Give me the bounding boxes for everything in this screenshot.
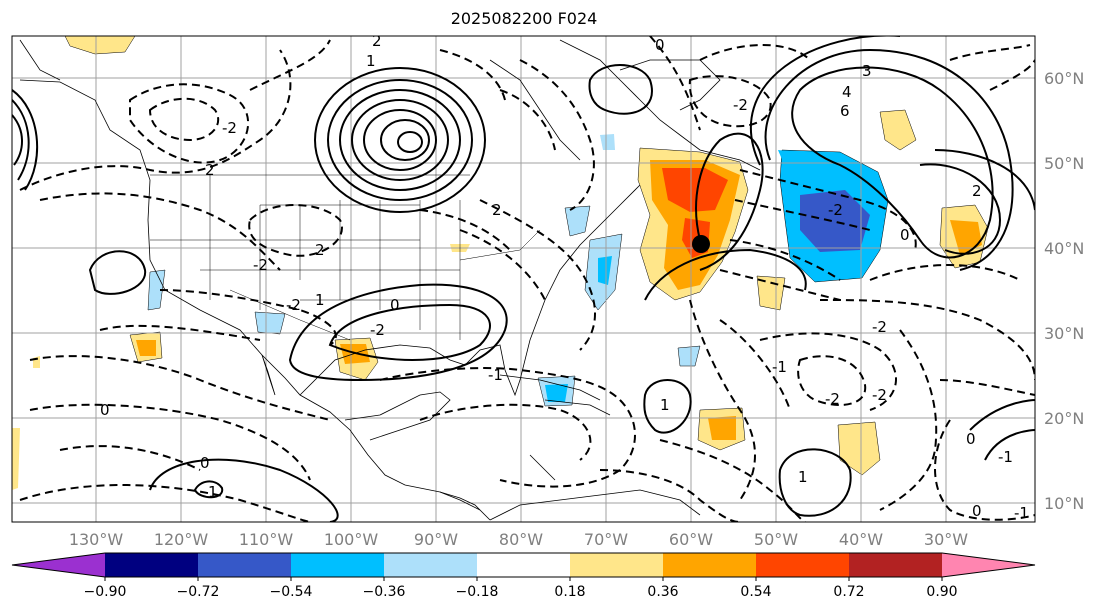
contour-label: -1	[1014, 504, 1029, 522]
contour-label: 2	[492, 201, 502, 219]
contour-label: 0	[972, 502, 982, 520]
contour-label: 0	[100, 401, 110, 419]
lat-label: 40°N	[1044, 239, 1084, 258]
colorbar-segment	[942, 553, 1035, 577]
map-frame	[11, 35, 1036, 523]
lat-label: 30°N	[1044, 324, 1084, 343]
contour-label: -2	[828, 201, 843, 219]
contour-label: -2	[872, 386, 887, 404]
colorbar-tick-label: 0.54	[740, 584, 771, 600]
contour-label: -2	[733, 96, 748, 114]
coastlines	[19, 39, 761, 521]
lat-label: 10°N	[1044, 494, 1084, 513]
contour-label: 4	[842, 83, 852, 101]
lon-label: 30°W	[924, 530, 968, 549]
contour-label: 1	[366, 52, 376, 70]
contour-label: -2	[370, 321, 385, 339]
colorbar-segment	[198, 553, 291, 577]
colorbar-tick-label: −0.90	[84, 584, 127, 600]
colorbar-segment	[477, 553, 570, 577]
colorbar-segment	[12, 553, 105, 577]
shading-layer	[12, 36, 989, 490]
contour-label: 0	[200, 454, 210, 472]
colorbar-labels: −0.90 −0.72 −0.54 −0.36 −0.18 0.18 0.36 0.54 0.7…	[84, 577, 958, 600]
contour-label: 1	[660, 396, 670, 414]
contour-label: 0	[900, 226, 910, 244]
latitude-labels: 60°N 50°N 40°N 30°N 20°N 10°N	[1044, 69, 1084, 513]
colorbar-segment	[384, 553, 477, 577]
contour-label: -2	[253, 256, 268, 274]
lon-label: 40°W	[839, 530, 883, 549]
map-title: 2025082200 F024	[450, 9, 598, 28]
lon-label: 60°W	[669, 530, 713, 549]
colorbar-tick-label: 0.18	[554, 584, 585, 600]
contour-label: -1	[488, 366, 503, 384]
colorbar-tick-label: 0.72	[833, 584, 864, 600]
contour-label: 1	[208, 483, 218, 501]
contour-label: 2	[315, 241, 325, 259]
contour-label: 0	[655, 36, 665, 54]
contour-labels: 2 1 0 -2 -2 2 -2 2 -2 1 0 -2 2 3 4 6 -2 …	[100, 32, 1029, 522]
colorbar-segment	[849, 553, 942, 577]
lat-label: 20°N	[1044, 409, 1084, 428]
colorbar-tick-label: 0.90	[926, 584, 957, 600]
lon-label: 110°W	[239, 530, 294, 549]
colorbar-segment	[663, 553, 756, 577]
colorbar-tick-label: −0.54	[270, 584, 313, 600]
contour-label: 6	[840, 102, 850, 120]
colorbar-tick-label: 0.36	[647, 584, 678, 600]
contour-label: 1	[315, 291, 325, 309]
colorbar-segment	[756, 553, 849, 577]
lat-label: 50°N	[1044, 154, 1084, 173]
contour-label: 2	[372, 32, 382, 50]
storm-center-marker	[692, 235, 710, 253]
contour-label: 2	[205, 161, 215, 179]
colorbar-tick-label: −0.72	[177, 584, 220, 600]
lon-label: 100°W	[324, 530, 379, 549]
contour-label: 3	[862, 62, 872, 80]
lon-label: 90°W	[414, 530, 458, 549]
map-area	[12, 36, 1035, 522]
lon-label: 50°W	[754, 530, 798, 549]
longitude-labels: 130°W 120°W 110°W 100°W 90°W 80°W 70°W 6…	[69, 530, 968, 549]
contour-label: 2	[972, 182, 982, 200]
dashed-contours	[19, 36, 1035, 522]
colorbar-segment	[291, 553, 384, 577]
contour-label: 0	[390, 296, 400, 314]
lon-label: 70°W	[584, 530, 628, 549]
lon-label: 80°W	[499, 530, 543, 549]
colorbar-tick-label: −0.36	[363, 584, 406, 600]
colorbar	[11, 552, 1036, 578]
contour-label: -2	[825, 390, 840, 408]
graticule	[12, 36, 1035, 522]
contour-label: 1	[798, 468, 808, 486]
contour-label: -1	[998, 448, 1013, 466]
contour-label: 0	[966, 430, 976, 448]
lon-label: 130°W	[69, 530, 124, 549]
lat-label: 60°N	[1044, 69, 1084, 88]
contour-label: -2	[286, 296, 301, 314]
colorbar-segment	[570, 553, 663, 577]
colorbar-tick-label: −0.18	[456, 584, 499, 600]
colorbar-segment	[105, 553, 198, 577]
contour-label: -2	[872, 318, 887, 336]
contour-label: -1	[772, 358, 787, 376]
contour-label: -2	[222, 119, 237, 137]
lon-label: 120°W	[154, 530, 209, 549]
